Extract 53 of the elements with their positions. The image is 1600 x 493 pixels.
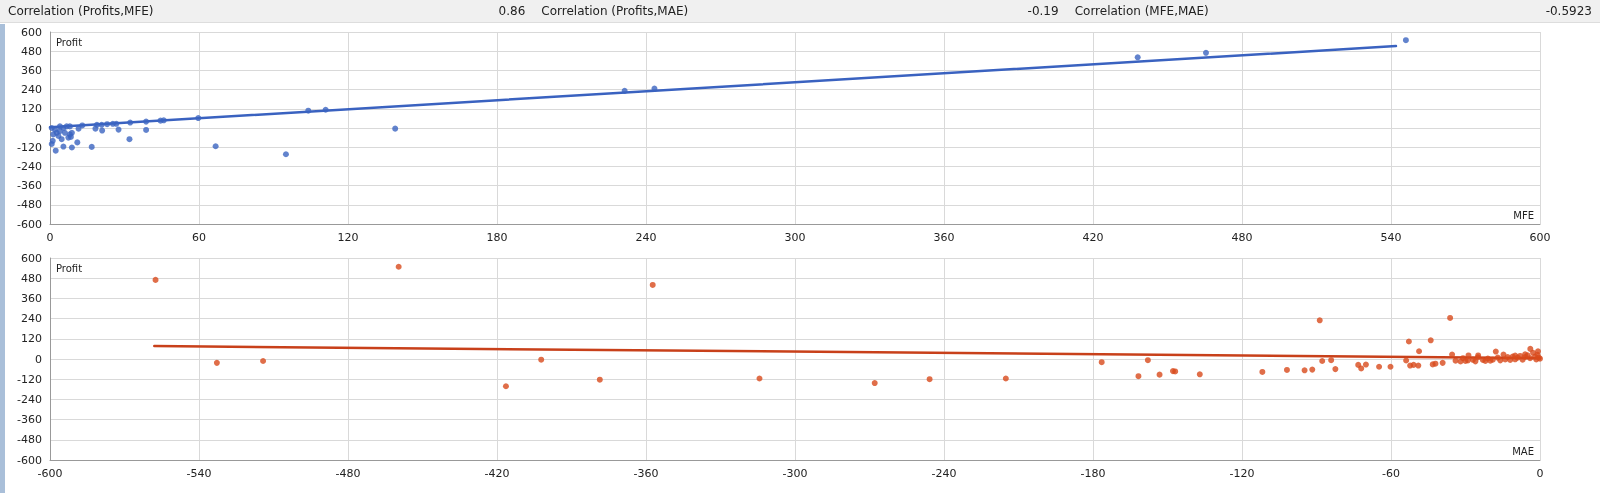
y-tick-label: 360 xyxy=(21,291,42,305)
y-tick-label: 0 xyxy=(35,352,42,366)
text: Correlation (Profits,MFE) xyxy=(8,4,154,18)
y-tick-label: 0 xyxy=(35,121,42,135)
y-tick-label: 120 xyxy=(21,332,42,346)
x-tick-label: 180 xyxy=(486,231,508,244)
y-axis-title: Profit xyxy=(56,36,83,48)
text: Correlation (Profits,MAE) xyxy=(541,4,689,18)
x-axis-title: MFE xyxy=(1513,209,1534,221)
y-tick-label: 600 xyxy=(21,251,42,265)
y-tick-label: 480 xyxy=(21,271,42,285)
y-tick-label: 120 xyxy=(21,102,42,116)
x-tick-label: -120 xyxy=(1229,467,1255,480)
x-tick-label: 0 xyxy=(1536,467,1544,480)
x-tick-label: 0 xyxy=(46,231,54,244)
x-tick-label: -540 xyxy=(186,467,212,480)
x-tick-label: 420 xyxy=(1082,231,1104,244)
y-tick-label: 600 xyxy=(21,25,42,39)
x-tick-label: 480 xyxy=(1231,231,1253,244)
text: -0.5923 xyxy=(1545,4,1592,18)
y-tick-label: -360 xyxy=(17,179,42,193)
text: Correlation (MFE,MAE) xyxy=(1074,4,1209,18)
text: -0.19 xyxy=(1027,4,1059,18)
x-tick-label: -300 xyxy=(782,467,808,480)
x-tick-label: -480 xyxy=(335,467,361,480)
x-tick-label: 120 xyxy=(337,231,359,244)
y-tick-label: 360 xyxy=(21,63,42,77)
x-tick-label: -60 xyxy=(1382,467,1400,480)
x-tick-label: 240 xyxy=(635,231,657,244)
x-tick-label: -360 xyxy=(633,467,659,480)
text: 0.86 xyxy=(498,4,526,18)
y-tick-label: 240 xyxy=(21,312,42,326)
x-axis-title: MAE xyxy=(1512,445,1535,457)
x-tick-label: -420 xyxy=(484,467,510,480)
y-tick-label: -240 xyxy=(17,159,42,173)
x-tick-label: -240 xyxy=(931,467,957,480)
x-tick-label: 60 xyxy=(192,231,206,244)
y-axis-title: Profit xyxy=(56,262,83,274)
x-tick-label: 540 xyxy=(1380,231,1402,244)
x-tick-label: -180 xyxy=(1080,467,1106,480)
y-tick-label: -360 xyxy=(17,413,42,427)
y-tick-label: -120 xyxy=(17,372,42,386)
x-tick-label: 300 xyxy=(784,231,806,244)
y-tick-label: -600 xyxy=(17,453,42,467)
y-tick-label: -240 xyxy=(17,392,42,406)
y-tick-label: -480 xyxy=(17,198,42,212)
y-tick-label: -480 xyxy=(17,433,42,447)
y-tick-label: -600 xyxy=(17,217,42,231)
x-tick-label: 600 xyxy=(1529,231,1551,244)
y-tick-label: -120 xyxy=(17,140,42,154)
y-tick-label: 480 xyxy=(21,44,42,58)
y-tick-label: 240 xyxy=(21,83,42,97)
x-tick-label: 360 xyxy=(933,231,955,244)
